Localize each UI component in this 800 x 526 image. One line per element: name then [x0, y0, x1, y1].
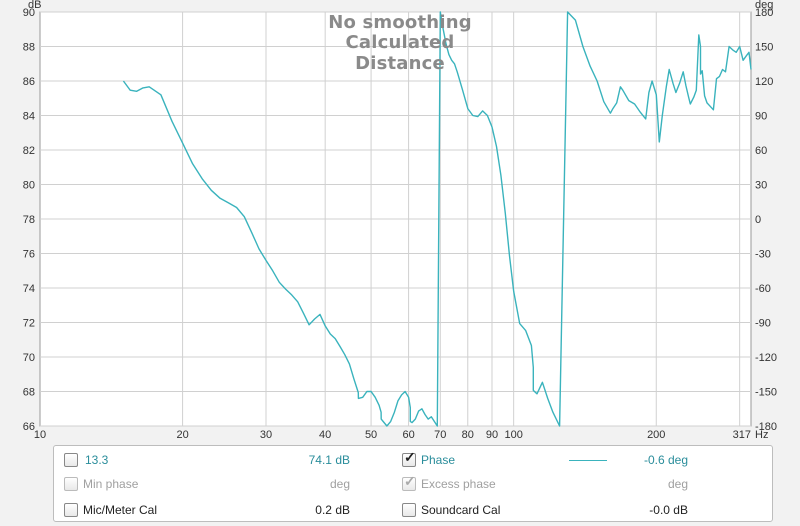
- mic-meter-cal-value: 0.2 dB: [315, 503, 350, 517]
- chart-area: 66 68 70 72 74 76 78 80 82 84 86 88 90 -180 -150 -120 -9…: [23, 0, 777, 441]
- y-tick-label: 78: [23, 214, 35, 226]
- check-mark-icon: ✓: [404, 449, 416, 465]
- x-tick-label: 40: [319, 429, 331, 441]
- x-tick-label: 80: [462, 429, 474, 441]
- measurement-checkbox[interactable]: [64, 453, 78, 467]
- series-layer: [122, 11, 752, 427]
- x-tick-label: 30: [260, 429, 272, 441]
- y2-tick-label: 0: [755, 214, 761, 226]
- phase-checkbox[interactable]: ✓: [402, 449, 416, 467]
- y2-tick-label: 150: [755, 42, 773, 54]
- x-tick-label: 50: [365, 429, 377, 441]
- min-phase-value: deg: [329, 477, 350, 491]
- y-tick-label: 68: [23, 387, 35, 399]
- min-phase-checkbox[interactable]: [64, 477, 78, 491]
- y-tick-label: 74: [23, 283, 35, 295]
- y2-tick-label: -30: [755, 249, 771, 261]
- x-tick-label: 317: [733, 429, 751, 441]
- phase-chart: 66 68 70 72 74 76 78 80 82 84 86 88 90 -180 -150 -120 -9…: [23, 0, 777, 441]
- x-tick-label: 100: [504, 429, 522, 441]
- y2-tick-label: 180: [755, 7, 773, 19]
- phase-value: -0.6 deg: [643, 453, 688, 467]
- legend-row-cal: Mic/Meter Cal 0.2 dB Soundcard Cal -0.0 …: [54, 499, 772, 521]
- legend-row-min-phase: Min phase deg ✓ Excess phase deg: [54, 473, 772, 495]
- x-tick-label: 60: [402, 429, 414, 441]
- y2-tick-label: 120: [755, 76, 773, 88]
- measurement-value: 74.1 dB: [308, 453, 350, 467]
- y2-tick-label: -180: [755, 421, 777, 433]
- legend-panel: 13.3 74.1 dB ✓ Phase -0.6 deg Min phase …: [53, 445, 773, 522]
- phase-line-swatch: [569, 460, 607, 461]
- excess-phase-value: deg: [667, 477, 688, 491]
- y-tick-label: 84: [23, 111, 35, 123]
- y-tick-label: 90: [23, 7, 35, 19]
- x-axis-unit: Hz: [755, 429, 768, 441]
- soundcard-cal-label: Soundcard Cal: [421, 503, 501, 517]
- x-tick-label: 90: [486, 429, 498, 441]
- y2-tick-label: -150: [755, 387, 777, 399]
- y-tick-label: 66: [23, 421, 35, 433]
- y2-tick-label: -120: [755, 352, 777, 364]
- check-mark-icon: ✓: [404, 473, 416, 489]
- phase-series-line: [122, 11, 752, 427]
- y2-tick-label: 60: [755, 145, 767, 157]
- mic-meter-cal-checkbox[interactable]: [64, 503, 78, 517]
- soundcard-cal-checkbox[interactable]: [402, 503, 416, 517]
- measurement-label: 13.3: [85, 453, 109, 467]
- excess-phase-checkbox[interactable]: ✓: [402, 473, 416, 491]
- legend-row-measurement: 13.3 74.1 dB ✓ Phase -0.6 deg: [54, 449, 772, 471]
- y2-tick-label: 90: [755, 111, 767, 123]
- y2-tick-label: 30: [755, 180, 767, 192]
- y-tick-label: 70: [23, 352, 35, 364]
- x-tick-label: 70: [434, 429, 446, 441]
- y-tick-label: 86: [23, 76, 35, 88]
- x-tick-label: 200: [647, 429, 665, 441]
- y-tick-label: 76: [23, 249, 35, 261]
- y-tick-label: 80: [23, 180, 35, 192]
- soundcard-cal-value: -0.0 dB: [649, 503, 688, 517]
- grid-lines: [40, 11, 751, 427]
- x-tick-label: 10: [34, 429, 46, 441]
- x-tick-label: 20: [176, 429, 188, 441]
- y-tick-label: 72: [23, 318, 35, 330]
- y-tick-label: 88: [23, 42, 35, 54]
- axes: 66 68 70 72 74 76 78 80 82 84 86 88 90 -180 -150 -120 -9…: [23, 0, 777, 441]
- y-tick-label: 82: [23, 145, 35, 157]
- mic-meter-cal-label: Mic/Meter Cal: [83, 503, 158, 517]
- y2-tick-label: -60: [755, 283, 771, 295]
- y2-tick-label: -90: [755, 318, 771, 330]
- y2-axis-label: deg: [755, 0, 773, 11]
- y-axis-label: dB: [28, 0, 41, 11]
- phase-label: Phase: [421, 453, 456, 467]
- min-phase-label: Min phase: [83, 477, 139, 491]
- excess-phase-label: Excess phase: [421, 477, 496, 491]
